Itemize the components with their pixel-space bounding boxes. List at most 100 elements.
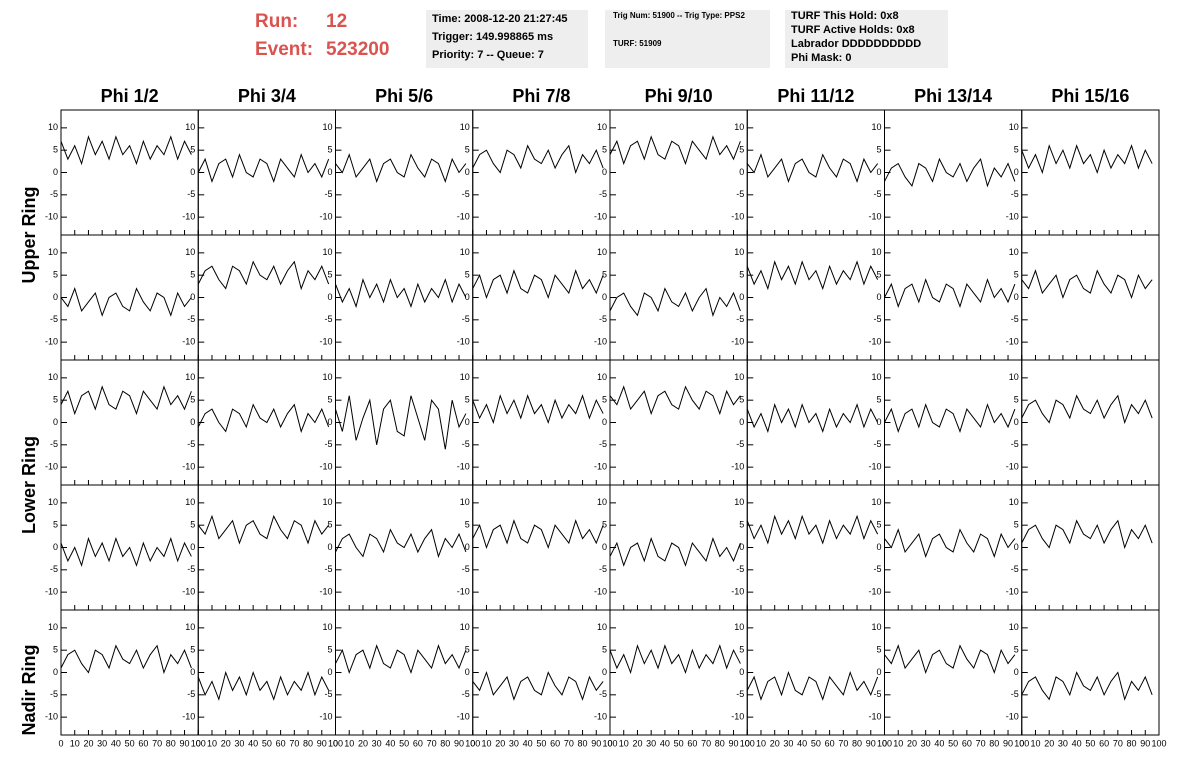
x-tick-label: 60 [550, 738, 560, 748]
y-tick-label: 0 [190, 417, 195, 427]
x-tick-label: 80 [852, 738, 862, 748]
x-tick-label: 30 [234, 738, 244, 748]
panel-frame [1021, 234, 1160, 361]
x-tick-label: 10 [756, 738, 766, 748]
waveform [472, 269, 604, 300]
y-tick-label: 10 [871, 122, 881, 132]
y-tick-label: 10 [460, 372, 470, 382]
y-tick-label: 5 [1014, 520, 1019, 530]
y-tick-label: 10 [597, 497, 607, 507]
info-box [785, 10, 948, 68]
panel-frame [335, 359, 474, 486]
panel-frame [746, 484, 885, 611]
y-tick-label: -5 [599, 314, 607, 324]
y-tick-label: 10 [1009, 122, 1019, 132]
y-tick-label: 5 [327, 395, 332, 405]
y-tick-label: -5 [736, 189, 744, 199]
y-tick-label: 10 [185, 372, 195, 382]
panel-frame [197, 609, 336, 736]
y-tick-label: -5 [599, 189, 607, 199]
y-tick-label: -10 [1006, 587, 1019, 597]
y-tick-label: 5 [465, 145, 470, 155]
y-tick-label: -10 [1006, 212, 1019, 222]
column-title: Phi 5/6 [375, 86, 433, 106]
panel-frame [609, 234, 748, 361]
y-tick-label: 0 [190, 292, 195, 302]
panel-frame [746, 609, 885, 736]
y-tick-label: -10 [457, 212, 470, 222]
waveform [746, 260, 879, 291]
y-tick-label: 0 [465, 292, 470, 302]
y-tick-label: 0 [53, 167, 58, 177]
y-tick-label: 5 [465, 520, 470, 530]
y-tick-label: 10 [185, 122, 195, 132]
x-tick-label: 20 [632, 738, 642, 748]
y-tick-label: 10 [1009, 372, 1019, 382]
y-tick-label: -5 [873, 189, 881, 199]
waveform [884, 157, 1016, 188]
ring-label: Nadir Ring [19, 644, 39, 735]
x-tick-label: 60 [1099, 738, 1109, 748]
x-tick-label: 100 [1014, 738, 1029, 748]
y-tick-label: 0 [190, 667, 195, 677]
panel-frame [335, 234, 474, 361]
x-tick-label: 30 [97, 738, 107, 748]
y-tick-label: 5 [876, 145, 881, 155]
y-tick-label: 5 [190, 520, 195, 530]
x-tick-label: 20 [770, 738, 780, 748]
waveform [746, 403, 879, 434]
y-tick-label: 0 [53, 417, 58, 427]
y-tick-label: -10 [319, 212, 332, 222]
y-tick-label: 5 [190, 270, 195, 280]
y-tick-label: -5 [736, 689, 744, 699]
x-tick-label: 50 [536, 738, 546, 748]
y-tick-label: 0 [465, 167, 470, 177]
y-tick-label: 0 [739, 292, 744, 302]
y-tick-label: 10 [322, 122, 332, 132]
x-tick-label: 90 [317, 738, 327, 748]
y-tick-label: 5 [465, 395, 470, 405]
y-tick-label: 5 [602, 270, 607, 280]
y-tick-label: 5 [602, 520, 607, 530]
y-tick-label: -10 [457, 337, 470, 347]
y-tick-label: 10 [48, 372, 58, 382]
y-tick-label: 10 [48, 122, 58, 132]
y-tick-label: 5 [53, 645, 58, 655]
y-tick-label: -5 [462, 314, 470, 324]
y-tick-label: 0 [53, 542, 58, 552]
x-tick-label: 10 [619, 738, 629, 748]
y-tick-label: 10 [734, 372, 744, 382]
info-line: Priority: 7 -- Queue: 7 [432, 49, 544, 61]
x-tick-label: 20 [1044, 738, 1054, 748]
x-tick-label: 0 [333, 738, 338, 748]
column-title: Phi 11/12 [777, 86, 854, 106]
y-tick-label: 10 [460, 247, 470, 257]
y-tick-label: 10 [185, 247, 195, 257]
x-tick-label: 60 [276, 738, 286, 748]
x-tick-label: 90 [1003, 738, 1013, 748]
info-line: Time: 2008-12-20 21:27:45 [432, 13, 568, 25]
x-tick-label: 10 [481, 738, 491, 748]
waveform [60, 135, 192, 166]
event-number: 523200 [326, 39, 389, 60]
x-tick-label: 40 [797, 738, 807, 748]
y-tick-label: -5 [50, 439, 58, 449]
x-tick-label: 30 [372, 738, 382, 748]
y-tick-label: -10 [319, 462, 332, 472]
panel-frame [1021, 484, 1160, 611]
column-title: Phi 15/16 [1051, 86, 1129, 106]
y-tick-label: -10 [45, 712, 58, 722]
y-tick-label: 0 [739, 667, 744, 677]
panel-frame [197, 109, 336, 236]
x-tick-label: 30 [509, 738, 519, 748]
y-tick-label: 5 [602, 145, 607, 155]
y-tick-label: 0 [327, 417, 332, 427]
run-label: Run: [255, 11, 298, 32]
y-tick-label: 5 [876, 645, 881, 655]
y-tick-label: 0 [190, 542, 195, 552]
y-tick-label: -5 [1011, 439, 1019, 449]
info-line: Trig Num: 51900 -- Trig Type: PPS2 [613, 11, 745, 20]
x-tick-label: 30 [783, 738, 793, 748]
y-tick-label: 5 [53, 270, 58, 280]
